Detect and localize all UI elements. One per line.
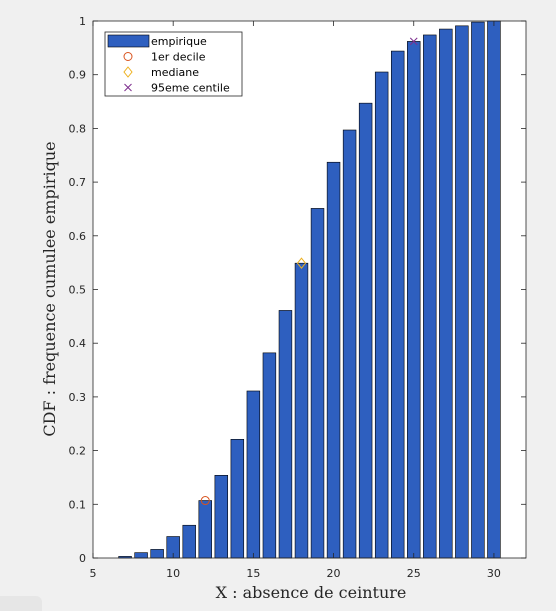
- bar-23: [374, 71, 389, 559]
- bar-29: [471, 21, 485, 559]
- y-tick-label-0.2: 0.2: [69, 445, 87, 458]
- markers-group: [200, 37, 418, 506]
- marker-2: [409, 37, 418, 46]
- bar-8: [134, 552, 148, 559]
- y-tick-label-0.1: 0.1: [69, 498, 87, 511]
- y-tick-label-0.5: 0.5: [69, 284, 87, 297]
- marker-1: [296, 257, 307, 269]
- y-tick-label-0.9: 0.9: [69, 69, 87, 82]
- bar-20: [326, 161, 341, 559]
- x-tick-label-5: 5: [90, 567, 97, 580]
- x-axis-label: X : absence de ceinture: [216, 583, 407, 602]
- bar-18: [294, 262, 309, 559]
- x-tick-label-10: 10: [166, 567, 180, 580]
- y-tick-label-0: 0: [79, 552, 86, 565]
- x-tick-label-15: 15: [246, 567, 260, 580]
- legend: empirique 1er decile mediane 95eme centile: [104, 31, 243, 97]
- legend-swatch-2: [123, 66, 133, 78]
- x-tick-label-30: 30: [487, 567, 501, 580]
- y-tick-label-0.8: 0.8: [69, 122, 87, 135]
- y-tick-label-0.7: 0.7: [69, 176, 87, 189]
- bar-9: [150, 549, 164, 559]
- bar-26: [423, 34, 437, 559]
- bar-22: [358, 102, 373, 559]
- bar-25: [407, 41, 421, 559]
- x-tick-label-25: 25: [407, 567, 421, 580]
- axes-group: [92, 20, 527, 559]
- marker-0: [200, 496, 210, 506]
- legend-label-2: mediane: [151, 66, 199, 79]
- legend-swatch-3: [124, 83, 132, 92]
- legend-swatch-1: [123, 52, 133, 61]
- legend-label-0: empirique: [151, 35, 207, 48]
- bar-28: [455, 25, 469, 559]
- bar-16: [262, 352, 277, 559]
- legend-swatch-0: [107, 34, 150, 48]
- y-axis-label: CDF : frequence cumulee empirique: [40, 141, 59, 436]
- bar-24: [390, 50, 405, 559]
- bar-11: [182, 524, 196, 559]
- x-tick-label-20: 20: [327, 567, 341, 580]
- legend-label-1: 1er decile: [151, 51, 206, 64]
- tick-labels-group: 5 10 15 20 25 30 0 0.1 0.2 0.3 0.4 0.5 0.6 0.7 0.8 0.9 1: [69, 15, 501, 580]
- corner-tab: [0, 596, 42, 611]
- bar-17: [278, 310, 293, 559]
- bar-30: [487, 20, 501, 559]
- bar-27: [439, 28, 453, 559]
- y-tick-label-1: 1: [79, 15, 86, 28]
- bar-15: [246, 390, 261, 559]
- bar-14: [230, 439, 245, 559]
- legend-label-3: 95eme centile: [151, 82, 230, 95]
- bars-group: [118, 20, 501, 559]
- legend-box: [104, 31, 243, 97]
- bar-19: [310, 208, 325, 559]
- axes-background: [93, 21, 526, 558]
- bar-13: [214, 474, 229, 559]
- bar-12: [198, 500, 212, 559]
- bar-21: [342, 129, 357, 559]
- y-tick-label-0.6: 0.6: [69, 230, 87, 243]
- y-tick-label-0.4: 0.4: [69, 337, 87, 350]
- y-tick-label-0.3: 0.3: [69, 391, 87, 404]
